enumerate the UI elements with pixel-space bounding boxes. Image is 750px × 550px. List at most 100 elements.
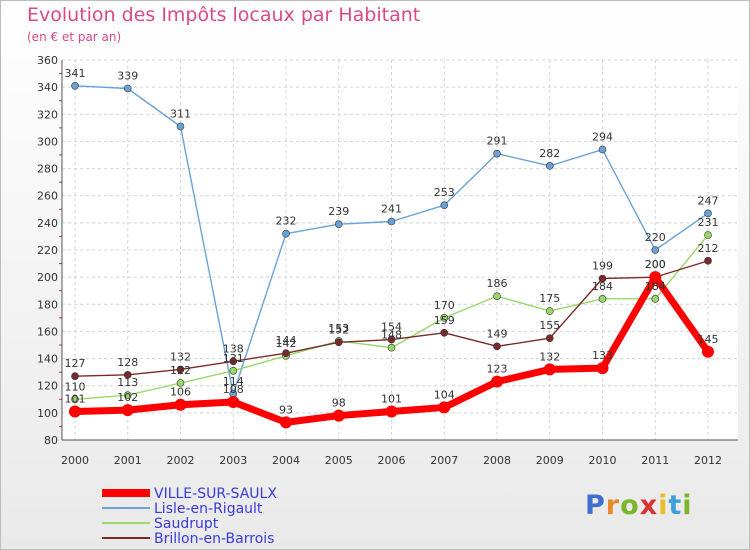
data-label: 294: [592, 131, 613, 144]
data-label: 101: [65, 393, 86, 406]
data-label: 220: [645, 231, 666, 244]
data-label: 102: [117, 391, 138, 404]
logo-letter: r: [605, 490, 621, 521]
data-point: [280, 416, 292, 429]
data-point: [493, 342, 501, 351]
y-tick-label: 160: [37, 325, 58, 338]
data-label: 311: [170, 108, 191, 121]
x-tick-label: 2001: [114, 454, 142, 467]
x-tick-label: 2010: [589, 454, 617, 467]
data-label: 104: [434, 388, 455, 401]
x-tick-label: 2008: [483, 454, 511, 467]
data-point: [440, 201, 449, 210]
data-label: 101: [381, 393, 402, 406]
data-point: [598, 295, 607, 303]
data-label: 200: [645, 258, 666, 271]
data-label: 108: [223, 383, 244, 396]
data-point: [704, 257, 712, 265]
data-point: [229, 357, 238, 366]
data-label: 132: [170, 350, 191, 363]
x-tick-label: 2005: [325, 454, 353, 467]
y-tick-label: 360: [37, 54, 58, 67]
data-point: [121, 404, 134, 417]
data-point: [387, 335, 396, 344]
data-label: 231: [698, 216, 719, 229]
data-point: [545, 162, 554, 170]
data-point: [334, 338, 343, 347]
y-tick-label: 100: [37, 407, 58, 420]
legend-label: Brillon-en-Barrois: [154, 531, 274, 547]
data-label: 145: [698, 333, 719, 346]
chart-subtitle: (en € et par an): [27, 30, 122, 44]
data-label: 98: [332, 397, 346, 410]
data-point: [123, 84, 132, 93]
data-point: [651, 246, 660, 254]
y-tick-label: 260: [37, 190, 58, 203]
data-label: 113: [117, 376, 138, 389]
proxiti-logo: Proxiti: [585, 490, 693, 521]
x-tick-label: 2003: [219, 454, 247, 467]
data-point: [123, 371, 132, 379]
y-tick-label: 240: [37, 217, 58, 230]
data-label: 123: [487, 363, 508, 376]
data-label: 148: [381, 329, 402, 342]
data-label: 131: [223, 352, 244, 365]
data-point: [440, 328, 449, 337]
y-tick-label: 120: [37, 380, 58, 393]
data-point: [282, 229, 290, 238]
x-tick-label: 2011: [641, 454, 669, 467]
y-tick-label: 140: [37, 353, 58, 366]
data-label: 175: [539, 292, 560, 305]
data-label: 339: [117, 70, 138, 83]
data-label: 93: [279, 403, 293, 416]
data-label: 247: [698, 194, 719, 207]
y-tick-label: 220: [37, 244, 58, 257]
x-tick-label: 2004: [272, 454, 300, 467]
data-point: [123, 391, 132, 400]
data-point: [704, 209, 712, 218]
data-point: [334, 220, 343, 229]
legend-label: VILLE-SUR-SAULX: [154, 486, 277, 502]
data-label: 212: [698, 242, 719, 255]
data-point: [491, 375, 503, 388]
data-label: 199: [592, 260, 613, 273]
data-point: [649, 271, 662, 284]
logo-letter: P: [585, 490, 606, 521]
logo-letter: i: [658, 490, 669, 521]
data-label: 184: [645, 280, 666, 293]
data-point: [229, 366, 238, 375]
data-label: 106: [170, 386, 191, 399]
data-point: [387, 343, 396, 352]
data-label: 110: [65, 380, 86, 393]
data-label: 241: [381, 203, 402, 216]
data-point: [71, 395, 79, 404]
data-label: 132: [539, 350, 560, 363]
data-label: 144: [276, 334, 297, 347]
data-point: [385, 405, 398, 418]
data-point: [387, 217, 396, 226]
x-tick-label: 2007: [430, 454, 458, 467]
data-label: 232: [276, 215, 297, 228]
data-label: 239: [328, 205, 349, 218]
x-tick-label: 2006: [378, 454, 406, 467]
y-tick-label: 200: [37, 271, 58, 284]
legend-label: Saudrupt: [154, 516, 219, 532]
data-label: 149: [487, 327, 508, 340]
data-point: [174, 398, 187, 411]
logo-letter: t: [668, 490, 683, 521]
data-label: 142: [276, 337, 297, 350]
data-label: 154: [381, 321, 402, 334]
data-point: [704, 231, 712, 239]
data-point: [282, 349, 290, 357]
logo-letter: o: [620, 490, 640, 521]
y-tick-label: 320: [37, 108, 58, 121]
data-point: [440, 314, 449, 322]
x-tick-label: 2012: [694, 454, 722, 467]
data-point: [176, 379, 185, 387]
data-point: [651, 295, 660, 303]
data-point: [438, 401, 451, 414]
y-tick-label: 300: [37, 135, 58, 148]
legend-label: Lisle-en-Rigault: [154, 501, 263, 517]
data-point: [71, 81, 79, 90]
